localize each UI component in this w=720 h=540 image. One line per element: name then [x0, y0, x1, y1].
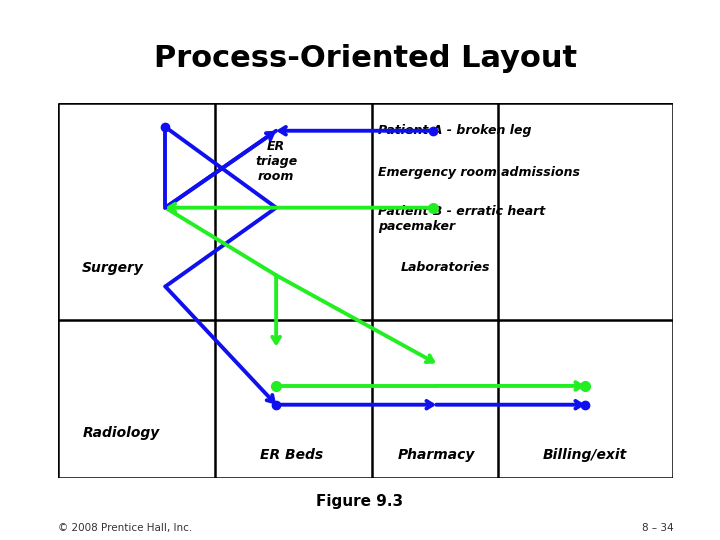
Text: ER
triage
room: ER triage room: [255, 140, 297, 183]
Text: Figure 9.3: Figure 9.3: [316, 494, 404, 509]
Text: Patient B - erratic heart
pacemaker: Patient B - erratic heart pacemaker: [378, 205, 545, 233]
Text: Patient A - broken leg: Patient A - broken leg: [378, 124, 531, 137]
Text: © 2008 Prentice Hall, Inc.: © 2008 Prentice Hall, Inc.: [58, 523, 192, 533]
Text: Pharmacy: Pharmacy: [397, 448, 475, 462]
Text: Radiology: Radiology: [82, 426, 159, 440]
Text: Surgery: Surgery: [82, 261, 144, 275]
Text: 8 – 34: 8 – 34: [642, 523, 673, 533]
Text: Emergency room admissions: Emergency room admissions: [378, 166, 580, 179]
Text: ER Beds: ER Beds: [260, 448, 323, 462]
Text: Process-Oriented Layout: Process-Oriented Layout: [154, 44, 577, 72]
Text: Laboratories: Laboratories: [400, 261, 490, 274]
Text: Billing/exit: Billing/exit: [543, 448, 627, 462]
